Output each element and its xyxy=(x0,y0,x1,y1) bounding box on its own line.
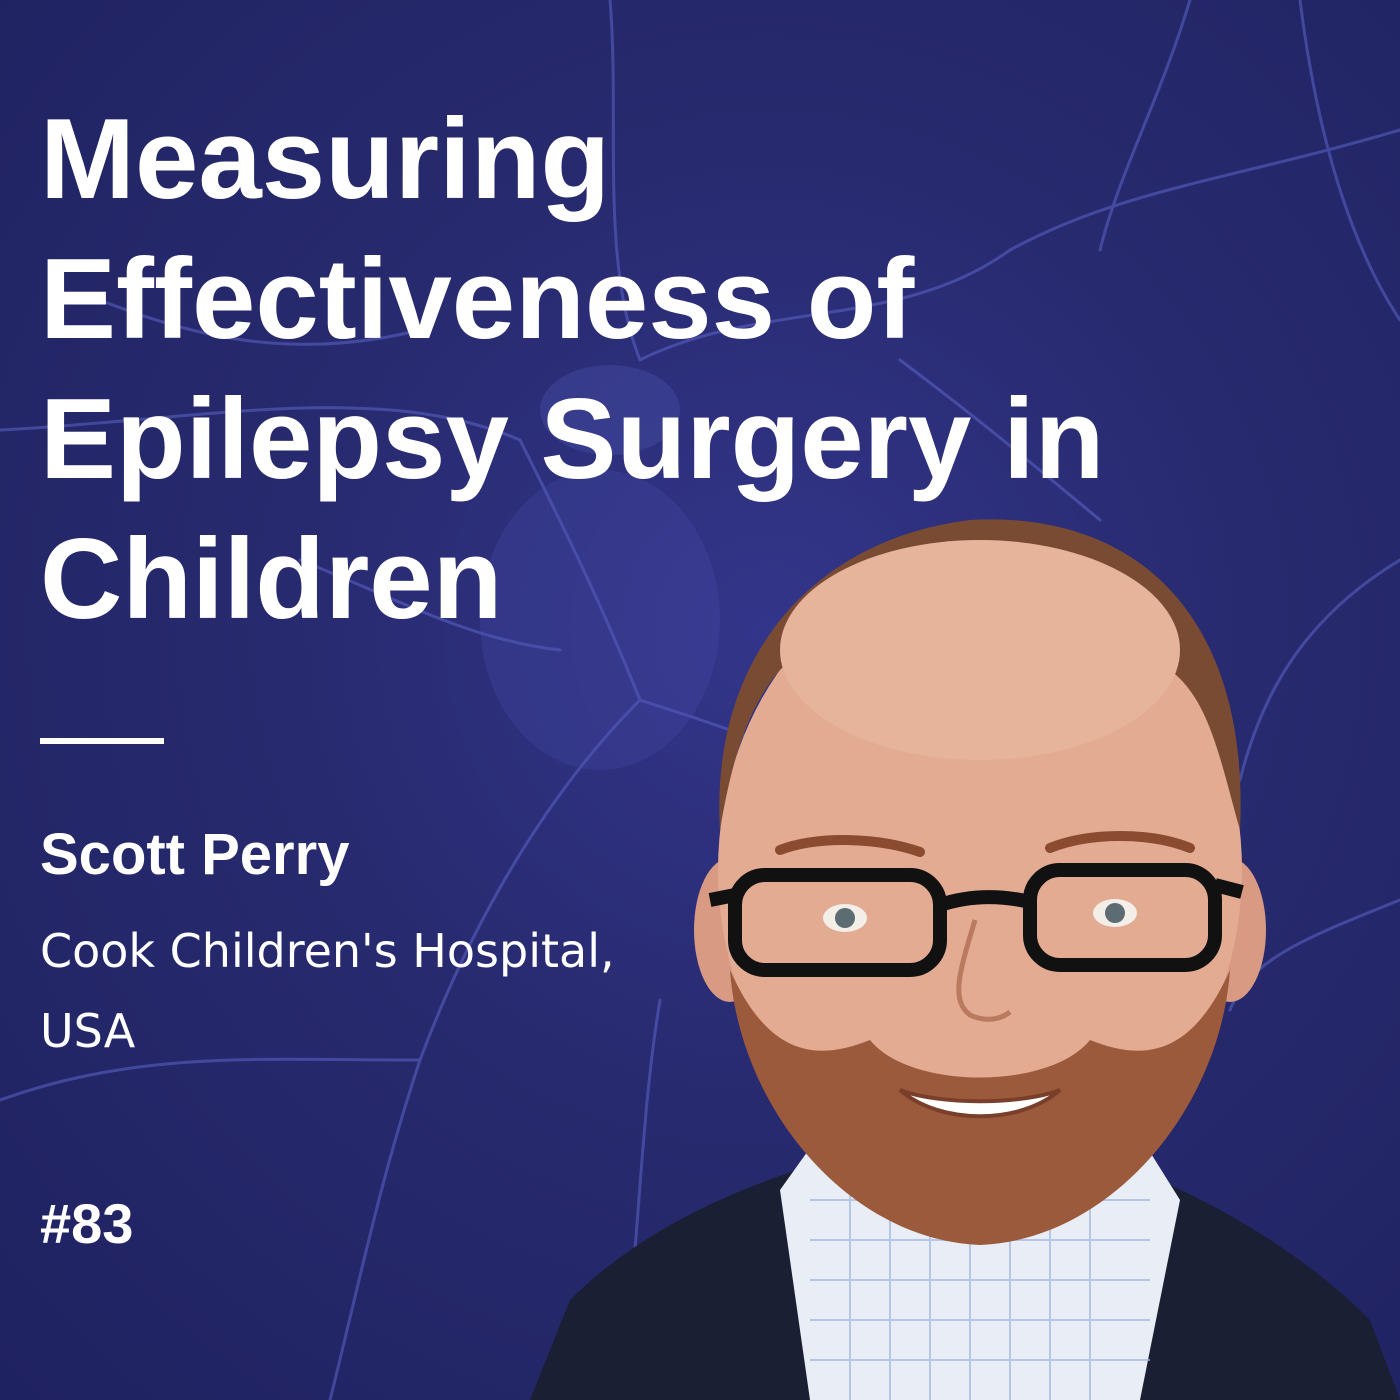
guest-portrait-photo xyxy=(530,519,1400,1400)
episode-title-line-3: Epilepsy Surgery in xyxy=(40,376,1105,503)
title-divider xyxy=(40,738,164,744)
glasses xyxy=(708,863,1244,977)
episode-title-line-2: Effectiveness of xyxy=(40,236,915,363)
guest-name: Scott Perry xyxy=(40,822,350,887)
episode-title-line-1: Measuring xyxy=(40,96,611,223)
episode-number: #83 xyxy=(40,1192,134,1255)
smile xyxy=(898,1088,1062,1119)
guest-affiliation-line-2: USA xyxy=(40,1004,136,1058)
guest-affiliation-line-1: Cook Children's Hospital, xyxy=(40,924,615,978)
episode-title-line-4: Children xyxy=(40,516,503,643)
nose xyxy=(956,919,1012,1022)
